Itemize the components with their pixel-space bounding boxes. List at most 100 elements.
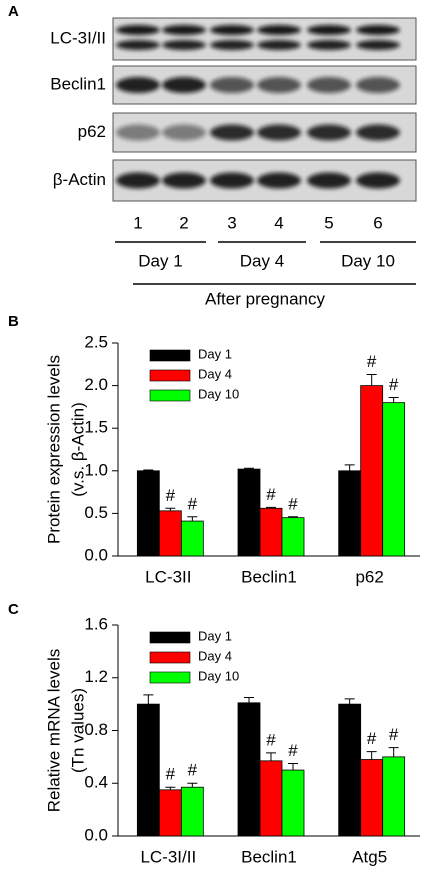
y-axis-label: (Tn values) [68, 688, 87, 773]
significance-mark: # [188, 494, 198, 513]
legend-label: Day 4 [198, 366, 232, 381]
blot-band [356, 124, 400, 141]
x-tick-label: p62 [355, 567, 383, 586]
bar [136, 703, 160, 837]
significance-mark: # [367, 352, 377, 371]
y-axis-label: (v.s. β-Actin) [68, 402, 87, 496]
significance-mark: # [188, 761, 198, 780]
protein-label: Beclin1 [50, 74, 106, 93]
significance-mark: # [288, 741, 298, 760]
panel-label: A [8, 3, 19, 20]
y-tick-label: 0.0 [84, 825, 108, 844]
error-bar [143, 469, 154, 471]
blot-band [116, 124, 160, 141]
blot-band [162, 77, 206, 93]
bar [382, 402, 406, 557]
legend-label: Day 10 [198, 386, 239, 401]
bar [259, 760, 283, 837]
protein-label: p62 [78, 122, 106, 141]
protein-label: β-Actin [53, 170, 106, 189]
legend-label: Day 1 [198, 628, 232, 643]
legend-swatch [149, 389, 191, 402]
legend-label: Day 10 [198, 668, 239, 683]
blot-band [257, 77, 301, 93]
y-axis-label: Protein expression levels [44, 355, 63, 544]
error-bar [244, 697, 254, 703]
bar [180, 786, 204, 837]
blot-band [162, 172, 206, 189]
bar [158, 789, 182, 837]
x-tick-label: Beclin1 [241, 847, 297, 866]
significance-mark: # [266, 485, 276, 504]
y-tick-label: 1.6 [84, 614, 108, 633]
blot-band [257, 172, 301, 189]
blot-band [210, 40, 254, 50]
error-bar [266, 506, 276, 509]
y-tick-label: 0.5 [84, 503, 108, 522]
caption: After pregnancy [205, 289, 326, 308]
group-label: Day 1 [138, 251, 182, 270]
legend-swatch [149, 349, 191, 362]
y-tick-label: 1.0 [84, 460, 108, 479]
lane-label: 6 [373, 213, 382, 232]
lane-label: 2 [179, 213, 188, 232]
significance-mark: # [389, 375, 399, 394]
bar [360, 759, 384, 837]
x-tick-label: LC-3I/II [140, 847, 196, 866]
legend-swatch [149, 671, 191, 684]
y-tick-label: 1.5 [84, 418, 108, 437]
blot-band [356, 25, 400, 35]
y-tick-label: 1.2 [84, 667, 108, 686]
blot-band [210, 25, 254, 35]
blot-band [162, 25, 206, 35]
legend-swatch [149, 651, 191, 664]
x-tick-label: LC-3II [145, 567, 191, 586]
legend-label: Day 4 [198, 648, 232, 663]
blot-band [210, 172, 254, 189]
blot-band [356, 77, 400, 93]
error-bar [288, 762, 298, 771]
significance-mark: # [288, 494, 298, 513]
lane-label: 1 [133, 213, 142, 232]
bar [136, 470, 160, 557]
error-bar [244, 467, 254, 470]
x-tick-label: Beclin1 [241, 567, 297, 586]
significance-mark: # [367, 729, 377, 748]
blot-band [116, 40, 160, 50]
bar [338, 703, 362, 837]
lane-label: 3 [227, 213, 236, 232]
group-label: Day 4 [240, 251, 284, 270]
error-bar [366, 751, 377, 760]
lane-label: 5 [324, 213, 333, 232]
significance-mark: # [389, 725, 399, 744]
legend-swatch [149, 631, 191, 644]
protein-label: LC-3I/II [50, 28, 106, 47]
blot-band [162, 40, 206, 50]
lane-label: 4 [274, 213, 283, 232]
error-bar [388, 397, 399, 403]
significance-mark: # [166, 486, 176, 505]
y-tick-label: 2.5 [84, 332, 108, 351]
blot-band [257, 40, 301, 50]
error-bar [288, 516, 298, 518]
legend-swatch [149, 369, 191, 382]
y-axis-label: Relative mRNA levels [44, 649, 63, 812]
blot-band [356, 40, 400, 50]
blot-band [307, 40, 351, 50]
panel-label: C [8, 601, 19, 618]
blot-band [116, 25, 160, 35]
error-bar [344, 698, 355, 705]
significance-mark: # [266, 730, 276, 749]
error-bar [143, 694, 154, 705]
bar [237, 468, 261, 557]
bar [237, 702, 261, 837]
blot-band [307, 77, 351, 93]
bar [281, 517, 305, 557]
blot-band [116, 77, 160, 93]
blot-band [210, 77, 254, 93]
error-bar [266, 752, 276, 761]
blot-band [116, 172, 160, 189]
blot-band [307, 172, 351, 189]
error-bar [165, 786, 176, 790]
